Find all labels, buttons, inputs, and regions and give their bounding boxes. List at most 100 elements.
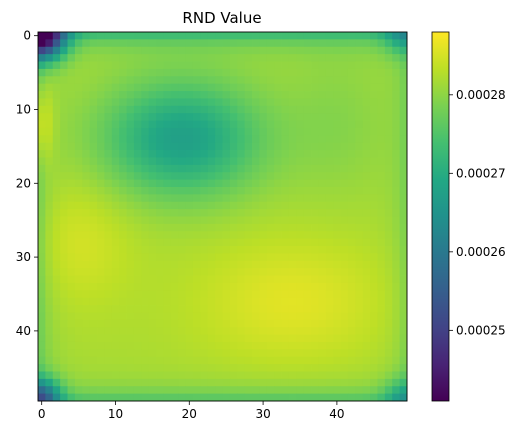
heatmap-cell bbox=[296, 201, 305, 210]
heatmap-cell bbox=[126, 312, 135, 321]
heatmap-cell bbox=[325, 179, 334, 188]
heatmap-cell bbox=[288, 334, 297, 343]
heatmap-cell bbox=[200, 91, 209, 99]
heatmap-cell bbox=[392, 393, 401, 402]
heatmap-cell bbox=[318, 275, 327, 284]
heatmap-cell bbox=[347, 349, 356, 358]
heatmap-cell bbox=[126, 186, 135, 195]
heatmap-cell bbox=[67, 39, 76, 48]
heatmap-cell bbox=[185, 150, 194, 158]
heatmap-cell bbox=[303, 268, 312, 276]
heatmap-cell bbox=[281, 378, 290, 387]
heatmap-cell bbox=[362, 91, 371, 99]
heatmap-cell bbox=[119, 98, 127, 107]
heatmap-cell bbox=[237, 341, 246, 350]
heatmap-cell bbox=[281, 186, 290, 195]
heatmap-cell bbox=[377, 150, 386, 158]
heatmap-cell bbox=[377, 246, 386, 254]
heatmap-cell bbox=[370, 179, 378, 188]
heatmap-cell bbox=[377, 113, 386, 121]
heatmap-cell bbox=[384, 253, 393, 262]
heatmap-cell bbox=[119, 54, 127, 62]
heatmap-cell bbox=[266, 393, 275, 402]
heatmap-cell bbox=[141, 319, 150, 328]
heatmap-cell bbox=[303, 223, 312, 232]
heatmap-cell bbox=[325, 127, 334, 136]
heatmap-cell bbox=[347, 216, 356, 225]
heatmap-cell bbox=[252, 319, 260, 328]
heatmap-cell bbox=[362, 120, 371, 129]
heatmap-cell bbox=[340, 142, 349, 151]
heatmap-cell bbox=[185, 312, 194, 321]
heatmap-cell bbox=[333, 334, 341, 343]
heatmap-cell bbox=[229, 349, 238, 358]
heatmap-cell bbox=[97, 223, 105, 232]
heatmap-cell bbox=[74, 356, 83, 365]
heatmap-cell bbox=[340, 364, 349, 372]
heatmap-cell bbox=[185, 54, 194, 62]
heatmap-cell bbox=[274, 349, 282, 358]
heatmap-cell bbox=[89, 186, 98, 195]
heatmap-cell bbox=[325, 142, 334, 151]
heatmap-cell bbox=[60, 68, 68, 77]
heatmap-cell bbox=[148, 127, 157, 136]
heatmap-cell bbox=[133, 327, 142, 335]
heatmap-cell bbox=[259, 393, 268, 402]
heatmap-cell bbox=[163, 179, 172, 188]
heatmap-cell bbox=[318, 312, 327, 321]
heatmap-cell bbox=[229, 327, 238, 335]
heatmap-cell bbox=[126, 371, 135, 380]
heatmap-cell bbox=[133, 349, 142, 358]
heatmap-cell bbox=[38, 127, 46, 136]
heatmap-cell bbox=[126, 157, 135, 166]
heatmap-cell bbox=[384, 231, 393, 240]
heatmap-cell bbox=[207, 142, 216, 151]
heatmap-cell bbox=[384, 179, 393, 188]
heatmap-cell bbox=[266, 68, 275, 77]
heatmap-cell bbox=[252, 201, 260, 210]
heatmap-cell bbox=[133, 76, 142, 85]
heatmap-cell bbox=[384, 327, 393, 335]
heatmap-cell bbox=[347, 393, 356, 402]
heatmap-cell bbox=[52, 386, 61, 395]
heatmap-cell bbox=[266, 150, 275, 158]
heatmap-cell bbox=[244, 209, 253, 217]
heatmap-cell bbox=[111, 61, 120, 70]
heatmap-cell bbox=[252, 223, 260, 232]
heatmap-cell bbox=[347, 83, 356, 92]
heatmap-cell bbox=[185, 113, 194, 121]
heatmap-cell bbox=[347, 231, 356, 240]
heatmap-cell bbox=[296, 157, 305, 166]
heatmap-cell bbox=[74, 305, 83, 313]
heatmap-cell bbox=[347, 386, 356, 395]
heatmap-cell bbox=[244, 105, 253, 114]
heatmap-cell bbox=[229, 260, 238, 269]
heatmap-cell bbox=[156, 216, 164, 225]
heatmap-cell bbox=[296, 68, 305, 77]
heatmap-cell bbox=[200, 268, 209, 276]
heatmap-cell bbox=[370, 341, 378, 350]
heatmap-cell bbox=[52, 223, 61, 232]
heatmap-cell bbox=[399, 282, 408, 291]
heatmap-cell bbox=[244, 349, 253, 358]
heatmap-cell bbox=[266, 39, 275, 48]
heatmap-cell bbox=[67, 334, 76, 343]
heatmap-cell bbox=[362, 246, 371, 254]
heatmap-cell bbox=[82, 260, 91, 269]
heatmap-cell bbox=[45, 312, 54, 321]
heatmap-cell bbox=[192, 393, 201, 402]
heatmap-cell bbox=[82, 194, 91, 203]
heatmap-cell bbox=[97, 194, 105, 203]
heatmap-cell bbox=[192, 297, 201, 306]
heatmap-cell bbox=[237, 142, 246, 151]
heatmap-cell bbox=[141, 91, 150, 99]
heatmap-cell bbox=[170, 135, 179, 144]
heatmap-cell bbox=[82, 216, 91, 225]
y-tick-label: 40 bbox=[16, 324, 31, 338]
heatmap-cell bbox=[281, 61, 290, 70]
heatmap-cell bbox=[207, 157, 216, 166]
heatmap-cell bbox=[60, 305, 68, 313]
heatmap-cell bbox=[399, 142, 408, 151]
heatmap-cell bbox=[141, 275, 150, 284]
heatmap-cell bbox=[178, 120, 186, 129]
